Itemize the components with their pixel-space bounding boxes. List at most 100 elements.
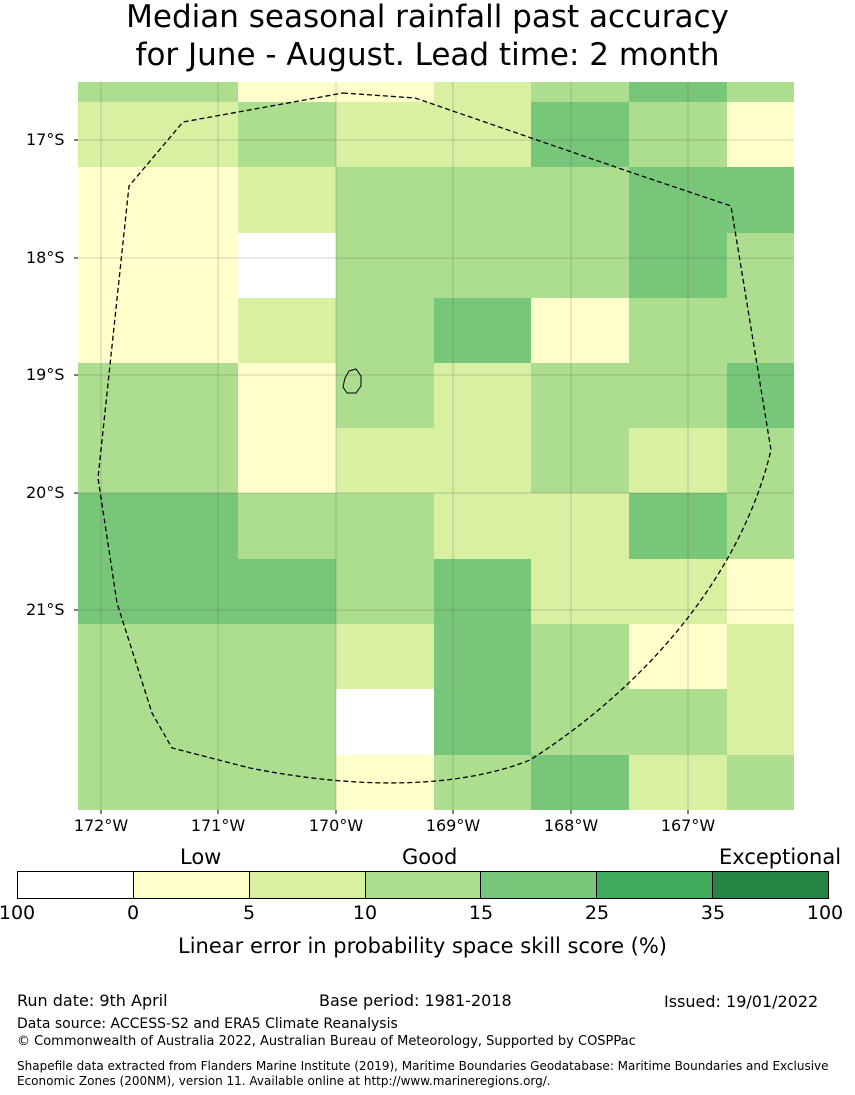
- grid-cell: [727, 233, 794, 298]
- colorbar-segment: [249, 872, 366, 898]
- shapefile-credit-line-1: Shapefile data extracted from Flanders M…: [17, 1059, 829, 1073]
- skill-score-map: [74, 82, 794, 814]
- category-low: Low: [180, 845, 222, 869]
- grid-cell: [336, 102, 434, 167]
- grid-cell: [336, 559, 434, 624]
- grid-cell: [140, 559, 238, 624]
- lon-label-168w: 168°W: [543, 816, 599, 835]
- grid-cell: [727, 363, 794, 428]
- grid-cell: [336, 624, 434, 689]
- category-exceptional: Exceptional: [719, 845, 842, 869]
- grid-cell: [727, 624, 794, 689]
- colorbar-segment: [133, 872, 250, 898]
- colorbar-tick: 10: [352, 902, 378, 924]
- grid-cell: [629, 559, 727, 624]
- lon-label-171w: 171°W: [190, 816, 246, 835]
- grid-cell: [531, 428, 629, 493]
- colorbar-segment: [365, 872, 482, 898]
- grid-cell: [629, 363, 727, 428]
- lat-label-17s: 17°S: [26, 130, 65, 149]
- grid-cell: [531, 167, 629, 233]
- grid-cell: [727, 755, 794, 810]
- grid-cell: [78, 82, 140, 102]
- grid-cell: [336, 233, 434, 298]
- grid-cell: [78, 689, 140, 755]
- lat-label-19s: 19°S: [26, 365, 65, 384]
- lon-label-167w: 167°W: [660, 816, 716, 835]
- grid-cell: [238, 755, 336, 810]
- colorbar-tick: 100: [0, 902, 36, 924]
- grid-cell: [629, 755, 727, 810]
- grid-cell: [434, 559, 531, 624]
- grid-cell: [727, 689, 794, 755]
- grid-cell: [434, 233, 531, 298]
- grid-cell: [727, 559, 794, 624]
- graticule: [78, 82, 794, 810]
- run-date: Run date: 9th April: [17, 991, 168, 1010]
- grid-cell: [336, 493, 434, 559]
- grid-cell: [434, 82, 531, 102]
- grid-cell: [531, 363, 629, 428]
- lat-label-18s: 18°S: [26, 248, 65, 267]
- colorbar-tick: 25: [584, 902, 610, 924]
- grid-cell: [238, 428, 336, 493]
- colorbar-tick: 35: [700, 902, 726, 924]
- skill-grid: [78, 82, 794, 810]
- grid-cell: [238, 82, 336, 102]
- grid-cell: [531, 493, 629, 559]
- grid-cell: [140, 428, 238, 493]
- grid-cell: [531, 233, 629, 298]
- grid-cell: [140, 233, 238, 298]
- grid-cell: [434, 493, 531, 559]
- grid-cell: [78, 755, 140, 810]
- grid-cell: [140, 689, 238, 755]
- grid-cell: [140, 82, 238, 102]
- grid-cell: [78, 493, 140, 559]
- grid-cell: [727, 493, 794, 559]
- grid-cell: [629, 428, 727, 493]
- grid-cell: [238, 689, 336, 755]
- grid-cell: [78, 102, 140, 167]
- grid-cell: [434, 755, 531, 810]
- grid-cell: [78, 428, 140, 493]
- map-title-line-1: Median seasonal rainfall past accuracy: [126, 0, 729, 35]
- grid-cell: [434, 624, 531, 689]
- grid-cell: [629, 624, 727, 689]
- grid-cell: [336, 298, 434, 363]
- eez-boundary: [97, 92, 772, 784]
- grid-cell: [336, 363, 434, 428]
- grid-cell: [140, 493, 238, 559]
- grid-cell: [140, 755, 238, 810]
- colorbar-tick: 0: [126, 902, 140, 924]
- grid-cell: [434, 102, 531, 167]
- colorbar-tick: 15: [468, 902, 494, 924]
- grid-cell: [629, 493, 727, 559]
- category-good: Good: [402, 845, 458, 869]
- grid-cell: [727, 298, 794, 363]
- grid-cell: [140, 102, 238, 167]
- grid-cell: [238, 559, 336, 624]
- lon-label-172w: 172°W: [73, 816, 129, 835]
- grid-cell: [78, 167, 140, 233]
- lat-label-21s: 21°S: [26, 600, 65, 619]
- grid-cell: [629, 102, 727, 167]
- grid-cell: [78, 233, 140, 298]
- grid-cell: [531, 755, 629, 810]
- grid-cell: [238, 233, 336, 298]
- grid-cell: [78, 298, 140, 363]
- grid-cell: [727, 428, 794, 493]
- colorbar-segment: [713, 872, 829, 898]
- niue-island: [342, 368, 362, 394]
- grid-cell: [336, 689, 434, 755]
- colorbar-tick: 5: [242, 902, 256, 924]
- map-title-line-2: for June - August. Lead time: 2 month: [135, 37, 720, 73]
- grid-cell: [78, 363, 140, 428]
- grid-cell: [629, 298, 727, 363]
- copyright: © Commonwealth of Australia 2022, Austra…: [17, 1034, 636, 1049]
- grid-cell: [238, 102, 336, 167]
- grid-cell: [238, 624, 336, 689]
- lon-label-170w: 170°W: [308, 816, 364, 835]
- colorbar-label: Linear error in probability space skill …: [178, 934, 667, 958]
- grid-cell: [238, 493, 336, 559]
- data-source: Data source: ACCESS-S2 and ERA5 Climate …: [17, 1016, 398, 1032]
